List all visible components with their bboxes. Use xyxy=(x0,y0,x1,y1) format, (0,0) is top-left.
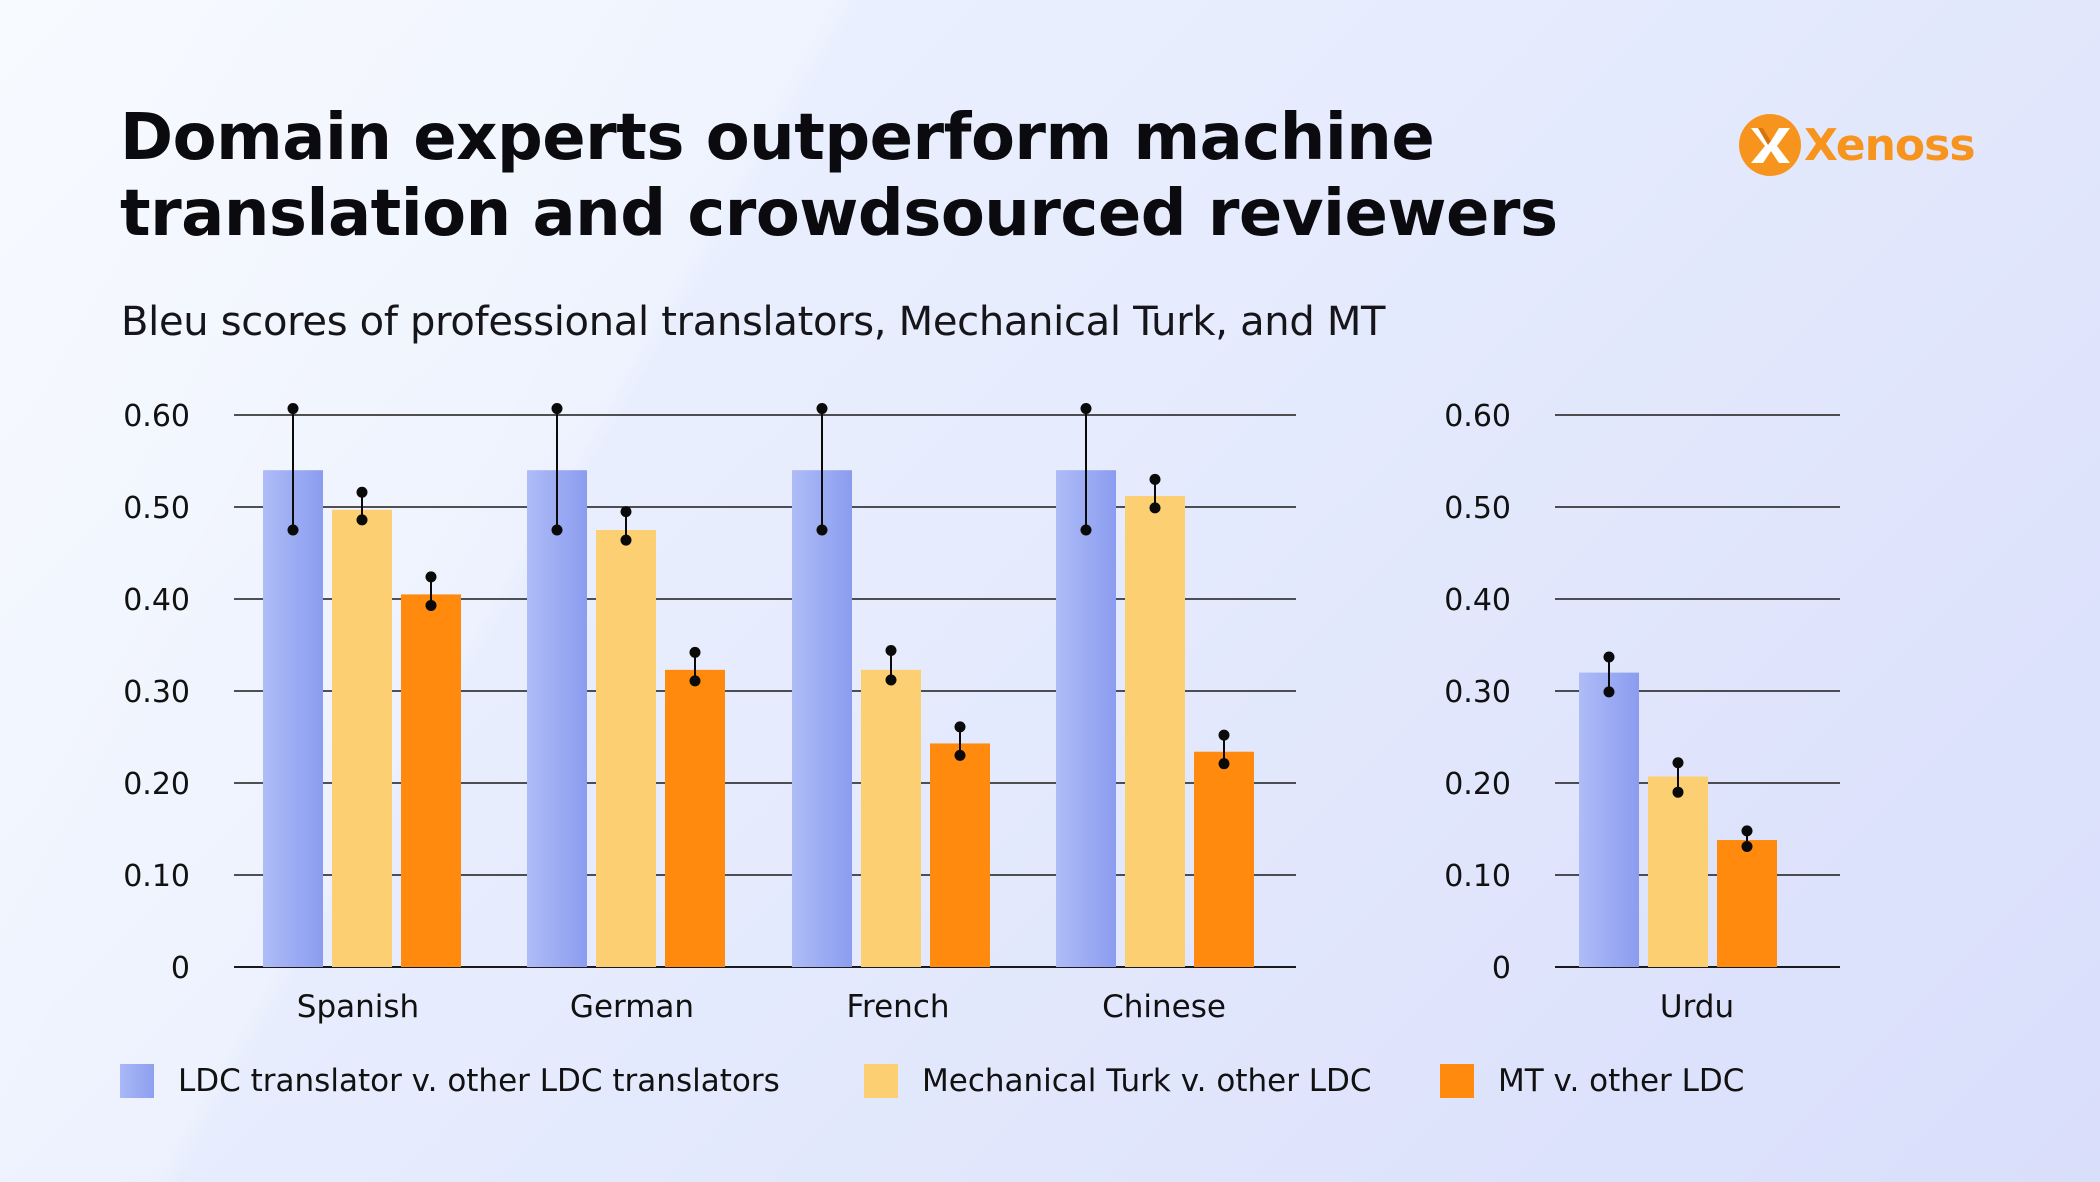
bar-spanish-series-0 xyxy=(263,470,323,967)
error-cap-low-chinese-series-0 xyxy=(1080,524,1092,536)
xenoss-logo-icon xyxy=(1739,114,1801,176)
y-tick-label-0-5: 0.50 xyxy=(123,491,190,526)
error-cap-high-spanish-series-1 xyxy=(356,486,368,498)
bar-urdu-series-2 xyxy=(1717,840,1777,967)
bar-german-series-0 xyxy=(527,470,587,967)
legend-swatch-mechanical-turk xyxy=(864,1064,898,1098)
error-cap-high-german-series-1 xyxy=(620,506,632,518)
y-tick-label-0-4: 0.40 xyxy=(123,583,190,618)
y-tick-label-1-3: 0.30 xyxy=(1444,675,1511,710)
x-category-label-chinese: Chinese xyxy=(1102,989,1226,1025)
y-tick-label-0-0: 0 xyxy=(171,951,190,986)
legend-swatch-ldc xyxy=(120,1064,154,1098)
y-tick-label-1-5: 0.50 xyxy=(1444,491,1511,526)
error-cap-high-chinese-series-2 xyxy=(1218,729,1230,741)
bar-german-series-1 xyxy=(596,530,656,967)
error-cap-low-chinese-series-1 xyxy=(1149,502,1161,514)
bar-french-series-0 xyxy=(792,470,852,967)
error-cap-low-urdu-series-0 xyxy=(1603,686,1615,698)
y-tick-label-0-2: 0.20 xyxy=(123,767,190,802)
error-cap-low-german-series-0 xyxy=(551,524,563,536)
error-cap-low-chinese-series-2 xyxy=(1218,758,1230,770)
bar-urdu-series-0 xyxy=(1579,672,1639,967)
error-cap-low-urdu-series-1 xyxy=(1672,786,1684,798)
x-category-label-german: German xyxy=(570,989,694,1025)
legend-label-mechanical-turk: Mechanical Turk v. other LDC xyxy=(922,1063,1372,1099)
error-cap-high-spanish-series-0 xyxy=(287,403,299,415)
error-cap-high-german-series-2 xyxy=(689,646,701,658)
bar-spanish-series-1 xyxy=(332,509,392,967)
error-cap-low-french-series-2 xyxy=(954,749,966,761)
bar-spanish-series-2 xyxy=(401,594,461,967)
error-cap-high-spanish-series-2 xyxy=(425,571,437,583)
error-cap-high-urdu-series-0 xyxy=(1603,651,1615,663)
chart-subtitle: Bleu scores of professional translators,… xyxy=(121,299,1386,345)
xenoss-logo: Xenoss xyxy=(1738,112,1976,178)
y-tick-label-1-1: 0.10 xyxy=(1444,859,1511,894)
x-category-label-spanish: Spanish xyxy=(297,989,419,1025)
x-category-label-french: French xyxy=(846,989,949,1025)
error-cap-high-french-series-1 xyxy=(885,645,897,657)
legend-item-mechanical-turk: Mechanical Turk v. other LDC xyxy=(864,1063,1372,1099)
error-cap-low-german-series-2 xyxy=(689,675,701,687)
bar-french-series-2 xyxy=(930,743,990,967)
y-tick-label-1-2: 0.20 xyxy=(1444,767,1511,802)
error-cap-low-spanish-series-2 xyxy=(425,599,437,611)
error-cap-high-french-series-0 xyxy=(816,403,828,415)
legend-swatch-mt xyxy=(1440,1064,1474,1098)
x-category-label-urdu: Urdu xyxy=(1660,989,1734,1025)
bar-chinese-series-2 xyxy=(1194,751,1254,967)
y-tick-label-0-3: 0.30 xyxy=(123,675,190,710)
legend-label-mt: MT v. other LDC xyxy=(1498,1063,1745,1099)
error-cap-low-urdu-series-2 xyxy=(1741,840,1753,852)
bar-chinese-series-1 xyxy=(1125,495,1185,967)
y-tick-label-1-0: 0 xyxy=(1492,951,1511,986)
error-cap-high-urdu-series-2 xyxy=(1741,825,1753,837)
logo-wordmark: Xenoss xyxy=(1804,119,1976,171)
error-cap-high-urdu-series-1 xyxy=(1672,757,1684,769)
error-cap-low-spanish-series-0 xyxy=(287,524,299,536)
bar-german-series-2 xyxy=(665,669,725,967)
bar-chinese-series-0 xyxy=(1056,470,1116,967)
y-tick-label-1-6: 0.60 xyxy=(1444,399,1511,434)
error-cap-high-french-series-2 xyxy=(954,721,966,733)
error-cap-low-spanish-series-1 xyxy=(356,514,368,526)
bar-urdu-series-1 xyxy=(1648,776,1708,967)
y-tick-label-1-4: 0.40 xyxy=(1444,583,1511,618)
chart-title: Domain experts outperform machine transl… xyxy=(120,101,1558,251)
legend-item-mt: MT v. other LDC xyxy=(1440,1063,1744,1099)
legend-label-ldc: LDC translator v. other LDC translators xyxy=(178,1063,780,1099)
error-cap-high-german-series-0 xyxy=(551,403,563,415)
y-tick-label-0-6: 0.60 xyxy=(123,399,190,434)
bar-french-series-1 xyxy=(861,669,921,967)
error-cap-low-german-series-1 xyxy=(620,534,632,546)
error-cap-low-french-series-0 xyxy=(816,524,828,536)
y-tick-label-0-1: 0.10 xyxy=(123,859,190,894)
legend-item-ldc: LDC translator v. other LDC translators xyxy=(120,1063,780,1099)
error-cap-high-chinese-series-1 xyxy=(1149,473,1161,485)
error-cap-high-chinese-series-0 xyxy=(1080,403,1092,415)
error-cap-low-french-series-1 xyxy=(885,674,897,686)
